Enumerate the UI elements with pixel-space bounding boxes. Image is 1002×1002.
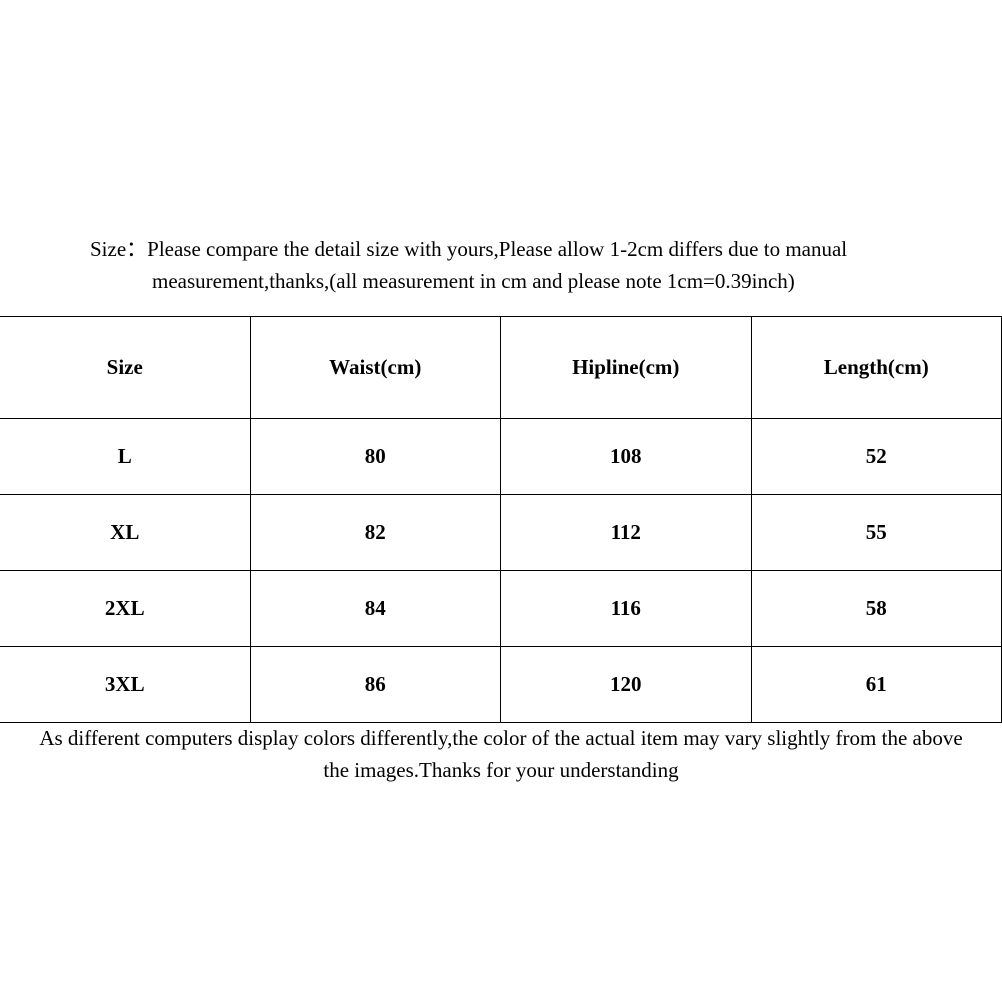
- note-line-2: the images.Thanks for your understanding: [323, 758, 679, 782]
- table-row: XL 82 112 55: [0, 494, 1002, 571]
- table-cell: 3XL: [0, 646, 251, 723]
- note-line-1: As different computers display colors di…: [39, 726, 963, 750]
- header-row: Size Waist(cm) Hipline(cm) Length(cm): [0, 316, 1002, 419]
- column-header: Waist(cm): [249, 316, 501, 419]
- table-cell: 82: [249, 494, 501, 571]
- table-cell: XL: [0, 494, 251, 571]
- table-cell: 116: [500, 570, 752, 647]
- column-header: Hipline(cm): [500, 316, 752, 419]
- size-table: Size Waist(cm) Hipline(cm) Length(cm) L 80 108…: [0, 316, 1002, 723]
- column-header: Length(cm): [750, 316, 1002, 419]
- intro-text: Size：Please compare the detail size with…: [90, 233, 990, 297]
- table-row: L 80 108 52: [0, 418, 1002, 495]
- table-cell: 80: [249, 418, 501, 495]
- table-cell: 55: [750, 494, 1002, 571]
- intro-line-1: Size：Please compare the detail size with…: [90, 237, 848, 261]
- column-header: Size: [0, 316, 251, 419]
- table-cell: 2XL: [0, 570, 251, 647]
- table-cell: 52: [750, 418, 1002, 495]
- table-cell: 58: [750, 570, 1002, 647]
- table-row: 3XL 86 120 61: [0, 646, 1002, 723]
- note-text: As different computers display colors di…: [0, 722, 1002, 786]
- table-cell: 112: [500, 494, 752, 571]
- table-cell: L: [0, 418, 251, 495]
- table-cell: 61: [750, 646, 1002, 723]
- table-cell: 108: [500, 418, 752, 495]
- table-row: 2XL 84 116 58: [0, 570, 1002, 647]
- intro-line-2: measurement,thanks,(all measurement in c…: [152, 269, 795, 293]
- table-cell: 84: [249, 570, 501, 647]
- table-cell: 86: [249, 646, 501, 723]
- table-cell: 120: [500, 646, 752, 723]
